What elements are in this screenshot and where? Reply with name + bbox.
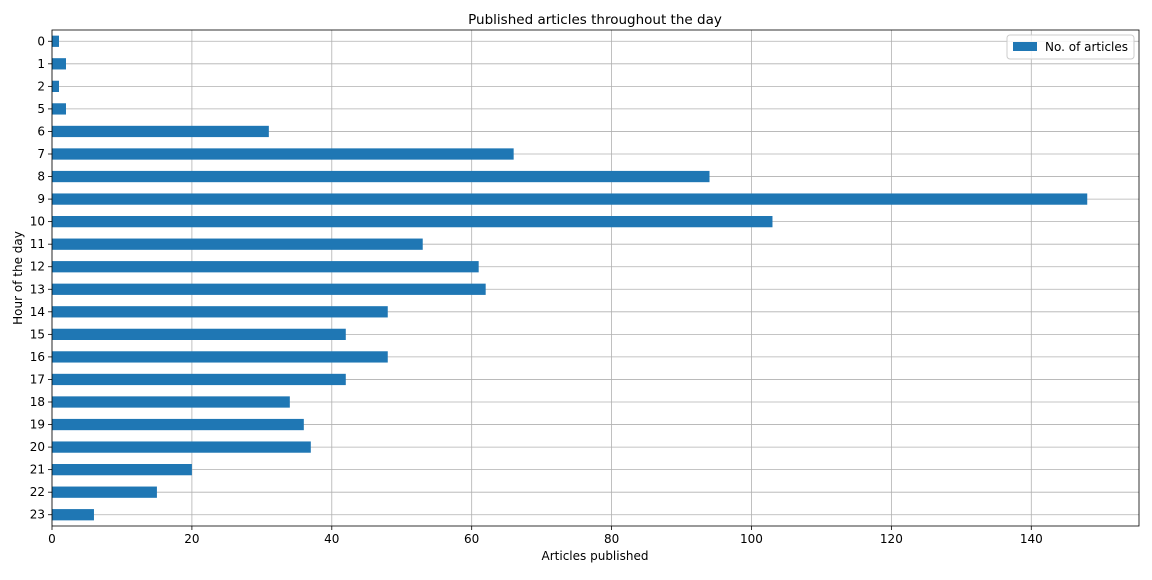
x-tick-label: 100 (740, 532, 763, 546)
x-tick-label: 20 (184, 532, 199, 546)
bar-hour-17 (52, 373, 346, 386)
y-tick-label: 20 (30, 440, 45, 454)
y-tick-label: 21 (30, 463, 45, 477)
x-tick-label: 0 (48, 532, 56, 546)
bar-hour-13 (52, 283, 486, 295)
y-tick-label: 19 (30, 418, 45, 432)
bar-hour-7 (52, 148, 514, 160)
chart-title: Published articles throughout the day (468, 12, 722, 28)
bar-hour-1 (52, 58, 66, 70)
y-tick-label: 10 (30, 215, 45, 229)
x-tick-label: 80 (604, 532, 619, 546)
y-tick-label: 11 (30, 237, 45, 251)
legend-entry: No. of articles (1045, 40, 1128, 54)
y-tick-label: 0 (37, 34, 45, 48)
legend: No. of articles (1006, 34, 1135, 60)
bar-hour-9 (52, 193, 1088, 205)
y-tick-label: 2 (37, 79, 45, 93)
y-tick-label: 9 (37, 192, 45, 206)
y-tick-label: 16 (30, 350, 45, 364)
bars (52, 35, 1088, 521)
x-tick-label: 120 (880, 532, 903, 546)
y-tick-label: 14 (30, 305, 45, 319)
y-tick-label: 15 (30, 327, 45, 341)
y-tick-label: 22 (30, 485, 45, 499)
x-tick-label: 140 (1020, 532, 1043, 546)
bar-hour-23 (52, 509, 94, 521)
x-tick-label: 60 (464, 532, 479, 546)
y-tick-label: 8 (37, 170, 45, 184)
bar-hour-14 (52, 306, 388, 318)
bar-hour-15 (52, 328, 346, 340)
y-tick-label: 17 (30, 372, 45, 386)
plot-frame (51, 29, 1140, 527)
bar-hour-10 (52, 216, 773, 228)
bar-hour-5 (52, 103, 66, 115)
y-axis-label: Hour of the day (11, 231, 25, 325)
y-tick-label: 1 (37, 57, 45, 71)
bar-hour-22 (52, 486, 157, 498)
bar-hour-0 (52, 35, 59, 47)
y-tick-label: 12 (30, 260, 45, 274)
bar-hour-8 (52, 170, 710, 183)
bar-hour-6 (52, 125, 269, 138)
bar-hour-18 (52, 396, 290, 408)
legend-swatch (1013, 42, 1037, 51)
bar-hour-11 (52, 238, 423, 250)
bar-hour-12 (52, 261, 479, 273)
y-tick-label: 18 (30, 395, 45, 409)
y-tick-label: 6 (37, 124, 45, 138)
x-axis-label: Articles published (542, 549, 649, 563)
bar-hour-16 (52, 351, 388, 363)
y-tick-label: 13 (30, 282, 45, 296)
y-tick-label: 7 (37, 147, 45, 161)
x-axis-ticks: 0 20 40 60 80 100 120 140 (48, 526, 1043, 546)
y-tick-label: 23 (30, 508, 45, 522)
bar-hour-2 (52, 80, 59, 92)
legend-frame (1006, 34, 1135, 60)
bar-hour-20 (52, 441, 311, 453)
bar-hour-19 (52, 418, 304, 431)
bar-hour-21 (52, 464, 192, 476)
x-tick-label: 40 (324, 532, 339, 546)
y-tick-label: 5 (37, 102, 45, 116)
